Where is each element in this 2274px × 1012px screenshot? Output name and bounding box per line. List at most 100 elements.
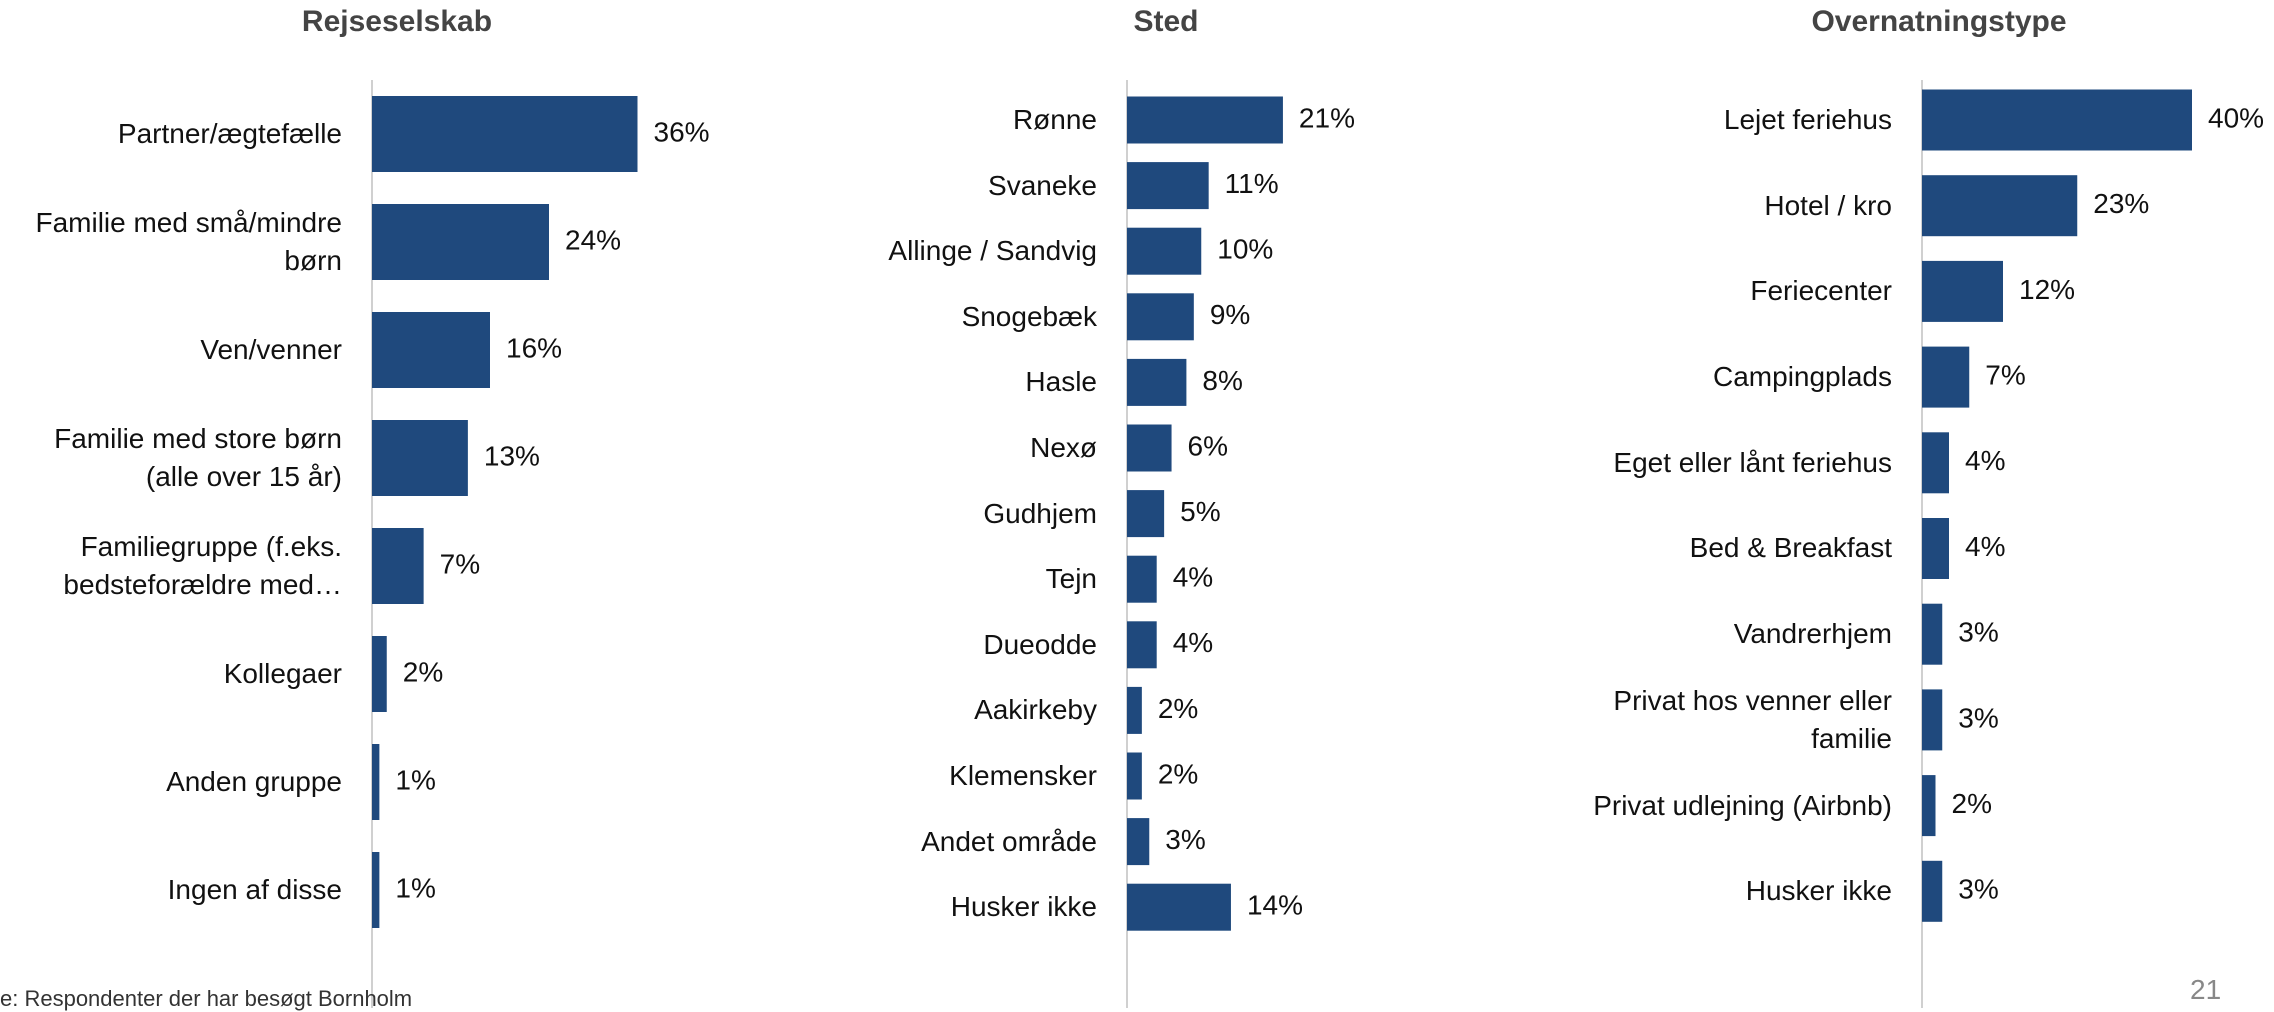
category-label: Campingplads — [1713, 361, 1892, 393]
value-label: 2% — [1952, 788, 1992, 819]
value-label: 7% — [440, 548, 480, 579]
value-label: 23% — [2093, 188, 2149, 219]
category-label: Dueodde — [983, 628, 1097, 660]
value-label: 3% — [1958, 617, 1998, 648]
value-label: 5% — [1180, 496, 1220, 527]
chart-title: Rejseselskab — [302, 5, 492, 38]
category-label: Eget eller lånt feriehus — [1613, 446, 1892, 478]
bar — [372, 204, 549, 280]
value-label: 2% — [1158, 758, 1198, 789]
value-label: 11% — [1225, 168, 1279, 199]
category-label: Privat hos venner eller familie — [1613, 684, 1892, 754]
bar — [1127, 358, 1187, 406]
category-label: Andet område — [921, 825, 1097, 857]
value-label: 8% — [1202, 365, 1242, 396]
value-label: 13% — [484, 440, 540, 471]
chart-title: Sted — [1133, 5, 1198, 38]
bar — [1922, 860, 1943, 922]
category-label: Vandrerhjem — [1733, 618, 1892, 650]
value-label: 24% — [565, 224, 621, 255]
category-label: Allinge / Sandvig — [888, 235, 1097, 267]
value-label: 7% — [1985, 359, 2025, 390]
value-label: 21% — [1299, 102, 1355, 133]
category-label: Husker ikke — [1745, 875, 1892, 907]
footnote: e: Respondenter der har besøgt Bornholm — [0, 986, 413, 1011]
value-label: 4% — [1965, 531, 2005, 562]
value-label: 1% — [395, 872, 435, 903]
category-label: Hotel / kro — [1764, 189, 1892, 221]
value-label: 9% — [1210, 299, 1250, 330]
value-label: 2% — [1158, 693, 1198, 724]
value-label: 3% — [1958, 874, 1998, 905]
bar — [1922, 89, 2192, 151]
category-label: Familie med store børn (alle over 15 år) — [54, 423, 342, 492]
bar — [1127, 162, 1209, 210]
category-label: Partner/ægtefælle — [117, 118, 342, 149]
value-label: 14% — [1247, 890, 1303, 921]
page-number: 21 — [2190, 974, 2222, 1005]
category-label: Privat udlejning (Airbnb) — [1593, 789, 1892, 821]
category-label: Klemensker — [949, 759, 1097, 791]
category-label: Familie med små/mindre børn — [35, 207, 342, 276]
value-label: 4% — [1173, 562, 1213, 593]
value-label: 36% — [654, 116, 710, 147]
bar — [372, 744, 380, 820]
bar — [372, 636, 387, 712]
category-label: Anden gruppe — [166, 766, 342, 797]
bar — [1127, 490, 1165, 538]
bar — [1922, 432, 1949, 494]
bar — [1127, 686, 1142, 734]
bar — [1922, 775, 1936, 837]
bar — [1127, 818, 1150, 866]
bar — [1922, 603, 1943, 665]
bar — [1922, 346, 1970, 408]
value-label: 16% — [506, 332, 562, 363]
category-label: Gudhjem — [983, 497, 1097, 529]
value-label: 1% — [395, 764, 435, 795]
bar — [1922, 518, 1949, 579]
bar — [372, 852, 380, 928]
category-label: Feriecenter — [1750, 275, 1892, 307]
bar — [1127, 555, 1157, 603]
value-label: 6% — [1188, 430, 1228, 461]
value-label: 40% — [2208, 102, 2264, 133]
category-label: Ven/venner — [200, 334, 342, 365]
bar — [372, 528, 424, 604]
bar — [372, 312, 490, 388]
value-label: 2% — [403, 656, 443, 687]
chart-title: Overnatningstype — [1811, 5, 2066, 38]
category-label: Snogebæk — [961, 300, 1097, 332]
value-label: 3% — [1958, 702, 1998, 733]
category-label: Bed & Breakfast — [1689, 532, 1892, 564]
bar — [1922, 689, 1943, 751]
category-label: Aakirkeby — [974, 694, 1097, 726]
bar — [1127, 227, 1202, 275]
bar — [1127, 883, 1231, 931]
category-label: Kollegaer — [223, 658, 342, 689]
category-label: Rønne — [1012, 103, 1097, 135]
value-label: 10% — [1217, 234, 1273, 265]
value-label: 4% — [1173, 627, 1213, 658]
value-label: 3% — [1165, 824, 1205, 855]
value-label: 12% — [2019, 274, 2075, 305]
bar — [1127, 621, 1157, 669]
category-label: Familiegruppe (f.eks. bedsteforældre med… — [63, 531, 342, 600]
bar — [372, 420, 468, 496]
bar — [1127, 96, 1283, 144]
category-label: Nexø — [1030, 431, 1097, 463]
bar — [1127, 424, 1172, 472]
category-label: Ingen af disse — [167, 874, 342, 905]
category-label: Husker ikke — [950, 891, 1097, 923]
category-label: Hasle — [1025, 366, 1097, 398]
bar — [1922, 175, 2078, 237]
bar — [1127, 752, 1142, 800]
bar — [1127, 293, 1194, 341]
value-label: 4% — [1965, 445, 2005, 476]
category-label: Lejet feriehus — [1723, 103, 1892, 135]
bar — [372, 96, 638, 172]
category-label: Tejn — [1045, 563, 1097, 595]
bar — [1922, 260, 2003, 322]
category-label: Svaneke — [988, 169, 1097, 201]
